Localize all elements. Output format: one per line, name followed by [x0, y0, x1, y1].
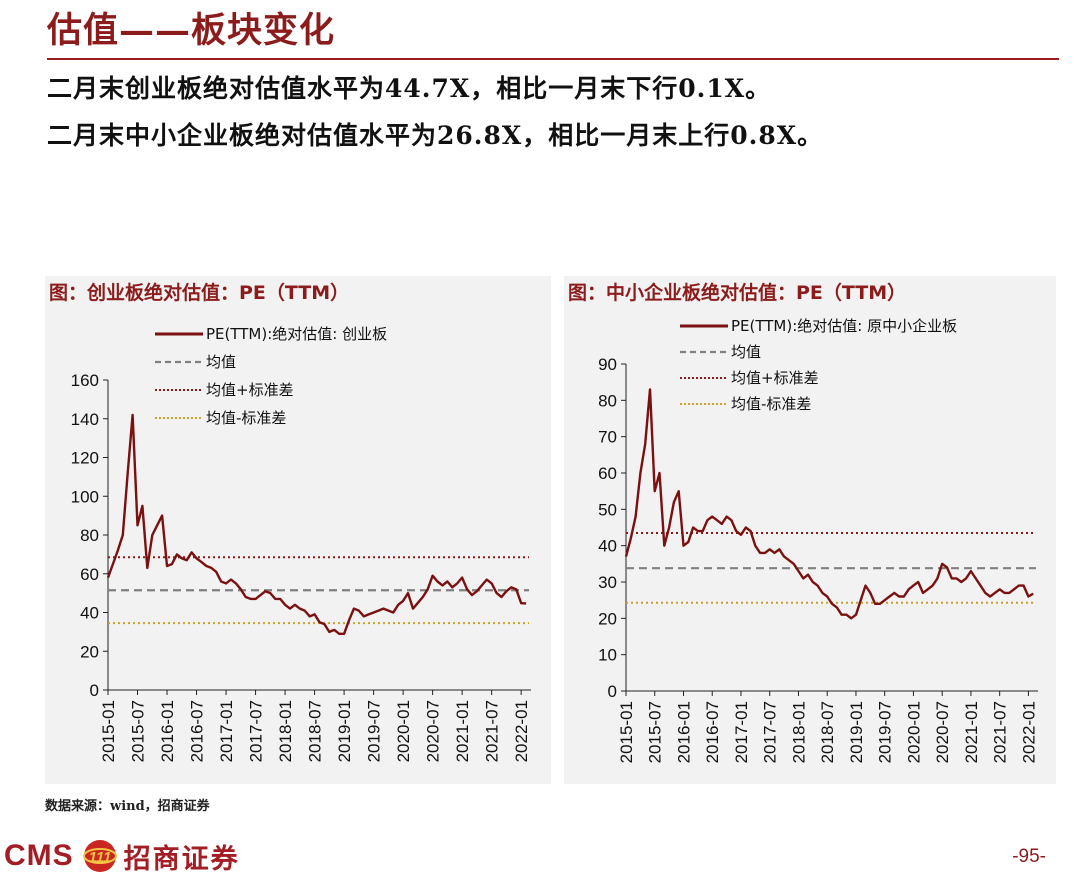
chart-panel-sme-board: 图：中小企业板绝对估值：PE（TTM） 0 10 20 30 40 50 60 70 80 90 2…: [564, 276, 1056, 784]
x-tick-label: 2015-01: [617, 701, 636, 763]
y-tick-label: 140: [71, 410, 99, 429]
x-tick-label: 2020-07: [424, 700, 443, 762]
y-tick-label: 60: [598, 464, 617, 483]
logo-chinese-text: 招商证券: [123, 843, 240, 875]
y-tick-label: 80: [80, 526, 99, 545]
x-tick-label: 2016-01: [674, 701, 693, 763]
x-tick-label: 2021-01: [453, 700, 472, 762]
x-tick-label: 2017-01: [732, 701, 751, 763]
x-tick-label: 2016-07: [188, 700, 207, 762]
x-tick-label: 2021-07: [991, 701, 1010, 763]
page-title: 估值——板块变化: [47, 10, 336, 51]
legend-mean-label: 均值: [731, 343, 761, 361]
legend-mean-plus-sd-label: 均值+标准差: [206, 381, 294, 399]
chart-growth-board-pe: 0 20 40 60 80 100 120 140 160 2015-01 2015-07 2016-…: [71, 325, 532, 762]
x-tick-label: 2021-01: [962, 701, 981, 763]
series-line-pe-ttm: [624, 388, 1034, 620]
x-tick-label: 2019-07: [876, 701, 895, 763]
legend-mean-plus-sd-label: 均值+标准差: [731, 369, 819, 387]
legend-series-label: PE(TTM):绝对估值: 创业板: [206, 325, 387, 343]
legend-series-label: PE(TTM):绝对估值: 原中小企业板: [731, 317, 957, 335]
y-tick-label: 40: [80, 604, 99, 623]
x-tick-label: 2020-07: [933, 701, 952, 763]
y-tick-label: 0: [608, 682, 617, 701]
y-tick-label: 10: [598, 646, 617, 665]
x-tick-label: 2019-01: [335, 700, 354, 762]
x-tick-label: 2015-07: [129, 700, 148, 762]
x-tick-label: 2018-01: [789, 701, 808, 763]
chart-title: 图：创业板绝对估值：PE（TTM）: [49, 282, 350, 304]
x-tick-label: 2015-01: [99, 700, 118, 762]
summary-line-sme-board: 二月末中小企业板绝对估值水平为26.8X，相比一月末上行0.8X。: [47, 121, 824, 150]
x-tick-label: 2017-07: [247, 700, 266, 762]
x-tick-label: 2016-01: [158, 700, 177, 762]
y-tick-label: 70: [598, 428, 617, 447]
x-tick-label: 2018-07: [818, 701, 837, 763]
page-number: -95-: [1012, 846, 1046, 867]
series-line-pe-ttm: [106, 413, 527, 635]
data-source-note: 数据来源：wind，招商证券: [45, 799, 210, 814]
x-tick-label: 2018-07: [306, 700, 325, 762]
y-tick-label: 30: [598, 573, 617, 592]
y-tick-label: 0: [90, 681, 99, 700]
logo-latin-text: CMS: [4, 839, 74, 872]
x-tick-label: 2015-07: [646, 701, 665, 763]
x-tick-label: 2020-01: [394, 700, 413, 762]
chart-panel-growth-board: 图：创业板绝对估值：PE（TTM） 0 20 40 60 80 100 120 140 160 2…: [45, 276, 551, 784]
emblem-text: 111: [88, 849, 111, 866]
legend-mean-minus-sd-label: 均值-标准差: [731, 395, 811, 413]
x-tick-label: 2019-07: [365, 700, 384, 762]
y-tick-label: 100: [71, 487, 99, 506]
x-tick-label: 2022-01: [512, 700, 531, 762]
x-tick-label: 2018-01: [276, 700, 295, 762]
x-tick-label: 2017-01: [217, 700, 236, 762]
y-tick-label: 50: [598, 500, 617, 519]
y-tick-label: 120: [71, 449, 99, 468]
y-tick-label: 90: [598, 355, 617, 374]
cms-logo: CMS 111 招商证券: [4, 836, 240, 876]
y-tick-label: 80: [598, 391, 617, 410]
x-tick-label: 2019-01: [847, 701, 866, 763]
legend-mean-label: 均值: [206, 353, 236, 371]
x-tick-label: 2021-07: [483, 700, 502, 762]
y-tick-label: 20: [80, 642, 99, 661]
y-tick-label: 60: [80, 565, 99, 584]
cms-emblem-icon: 111: [82, 840, 117, 872]
chart-sme-board-pe: 0 10 20 30 40 50 60 70 80 90 2015-01 2015-07 2016-01…: [598, 317, 1038, 763]
title-divider: [47, 58, 1059, 60]
x-tick-label: 2022-01: [1019, 701, 1038, 763]
chart-title: 图：中小企业板绝对估值：PE（TTM）: [568, 282, 907, 304]
y-tick-label: 40: [598, 537, 617, 556]
x-tick-label: 2020-01: [904, 701, 923, 763]
legend-mean-minus-sd-label: 均值-标准差: [206, 409, 286, 427]
y-tick-label: 20: [598, 609, 617, 628]
summary-line-growth-board: 二月末创业板绝对估值水平为44.7X，相比一月末下行0.1X。: [47, 74, 772, 103]
x-tick-label: 2016-07: [703, 701, 722, 763]
x-tick-label: 2017-07: [761, 701, 780, 763]
y-tick-label: 160: [71, 371, 99, 390]
